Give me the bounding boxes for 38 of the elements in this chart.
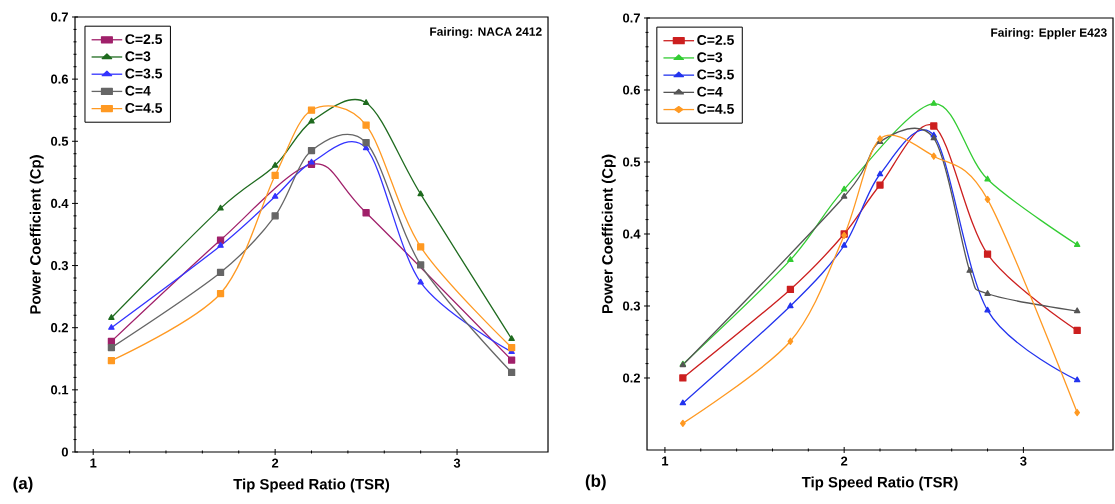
y-tick-label: 0.2 <box>51 323 68 333</box>
legend-label: C=3.5 <box>697 69 734 80</box>
legend-label: C=4.5 <box>125 102 163 113</box>
text: (b) <box>585 474 606 491</box>
legend-label: C=2.5 <box>697 35 734 45</box>
x-tick-label: 3 <box>453 458 461 468</box>
y-tick-label: 0.6 <box>51 74 69 84</box>
y-axis-title: Power Coefficient (Cp) <box>601 154 616 314</box>
x-tick-label: 2 <box>841 456 848 466</box>
y-tick-label: 0.3 <box>51 260 69 271</box>
y-tick-label: 0.7 <box>623 13 640 23</box>
legend-label: C=4 <box>697 86 723 97</box>
y-tick-label: 0.1 <box>51 385 69 395</box>
y-tick-label: 0.7 <box>51 12 68 22</box>
annotation: Fairing: Eppler E423 <box>991 28 1107 40</box>
legend-label: C=3 <box>697 52 723 63</box>
legend-label: C=2.5 <box>125 34 163 45</box>
x-axis-title: Tip Speed Ratio (TSR) <box>233 478 390 493</box>
text: (a) <box>13 476 33 493</box>
y-tick-label: 0.6 <box>623 85 641 95</box>
y-tick-label: 0.4 <box>623 229 641 239</box>
y-tick-label: 0.4 <box>51 198 69 208</box>
legend-label: C=3.5 <box>125 68 163 79</box>
y-tick-label: 0.5 <box>51 136 69 146</box>
x-tick-label: 1 <box>90 458 97 468</box>
x-tick-label: 1 <box>662 456 669 466</box>
y-tick-label: 0 <box>61 447 68 457</box>
legend-label: C=4.5 <box>697 103 734 114</box>
legend-label: C=4 <box>125 85 151 96</box>
x-tick-label: 2 <box>271 458 279 468</box>
x-axis-title: Tip Speed Ratio (TSR) <box>801 476 958 491</box>
x-tick-label: 3 <box>1020 456 1027 466</box>
y-tick-label: 0.2 <box>623 373 640 383</box>
y-tick-label: 0.5 <box>623 157 641 167</box>
y-axis-title: Power Coefficient (Cp) <box>29 155 44 314</box>
legend-label: C=3 <box>125 51 151 62</box>
annotation: Fairing: NACA 2412 <box>430 27 542 39</box>
y-tick-label: 0.3 <box>623 301 641 311</box>
